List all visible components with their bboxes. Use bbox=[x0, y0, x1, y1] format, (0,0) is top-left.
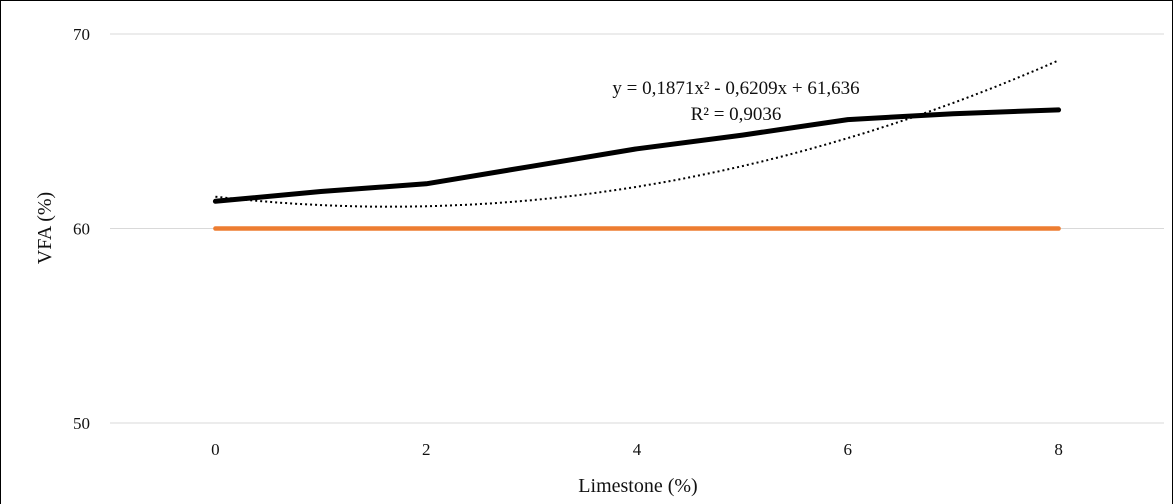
x-axis-title: Limestone (%) bbox=[578, 475, 697, 497]
trendline-equation: y = 0,1871x² - 0,6209x + 61,636 bbox=[612, 78, 859, 99]
vfa-series-line bbox=[212, 107, 1062, 204]
x-tick-label: 0 bbox=[211, 440, 220, 459]
x-tick-label: 6 bbox=[844, 440, 853, 459]
x-tick-label: 8 bbox=[1054, 440, 1063, 459]
x-tick-label: 4 bbox=[633, 440, 642, 459]
x-tick-label: 2 bbox=[422, 440, 431, 459]
y-tick-label: 50 bbox=[73, 414, 90, 433]
polynomial-trendline bbox=[215, 59, 1059, 208]
y-tick-label: 70 bbox=[73, 25, 90, 44]
trendline-r-squared: R² = 0,9036 bbox=[691, 104, 782, 125]
y-axis-title: VFA (%) bbox=[34, 192, 56, 264]
y-tick-label: 60 bbox=[73, 220, 90, 239]
